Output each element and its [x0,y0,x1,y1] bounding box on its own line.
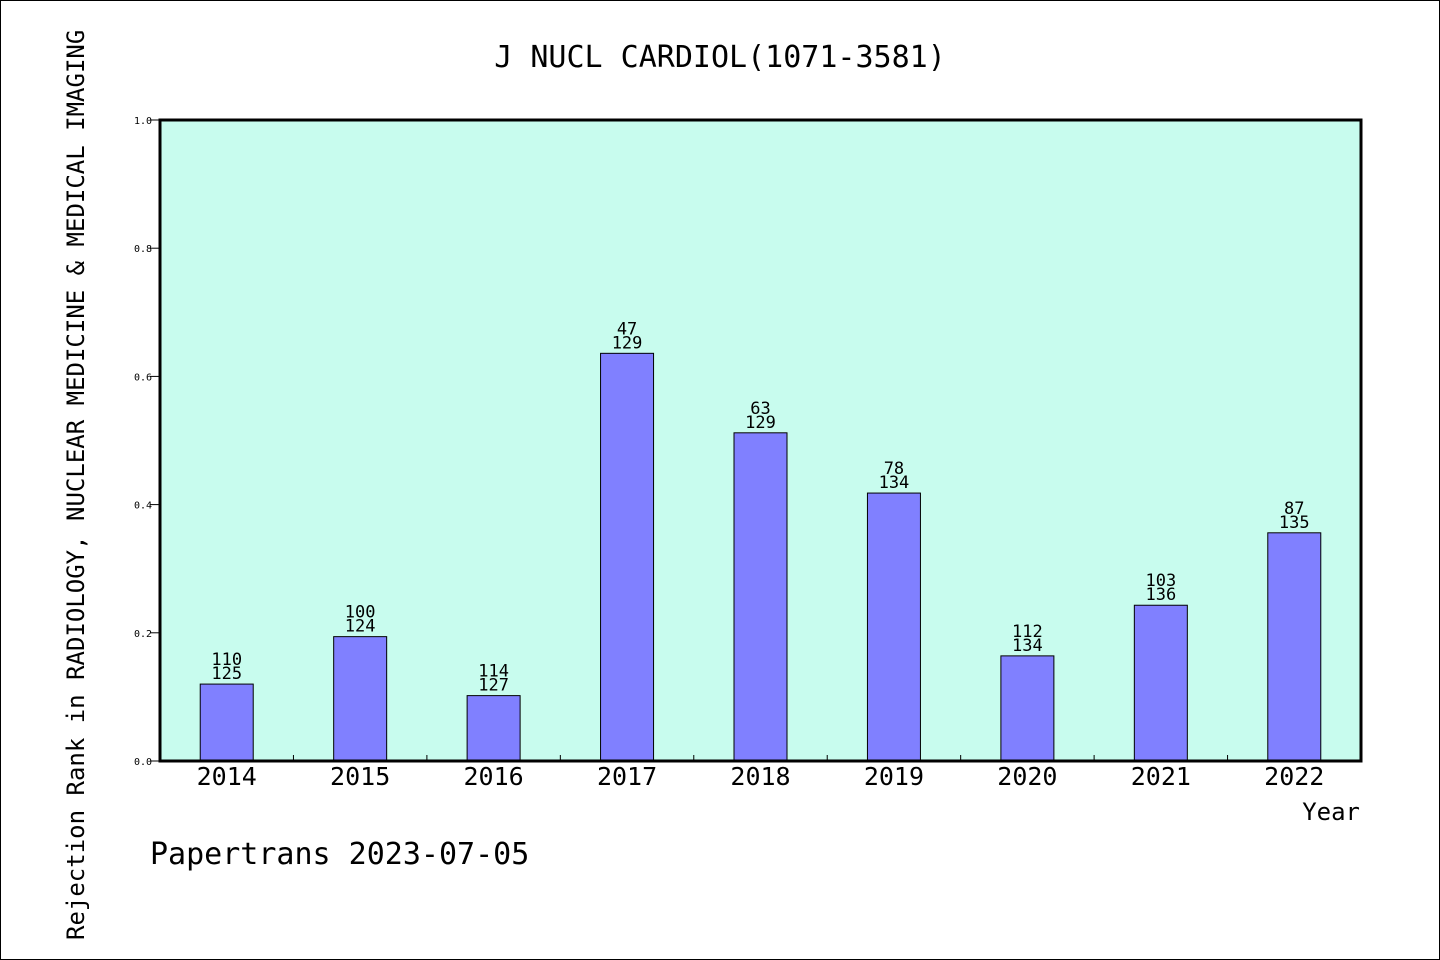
bar-labels-group: 1101251001241141274712963129781341121341… [211,319,1309,695]
x-tick-label-2020: 2020 [997,762,1057,791]
x-tick-label-2019: 2019 [864,762,924,791]
plot-border [158,118,1363,763]
y-tick-label: 1.0 [134,116,152,127]
bar-2019 [866,492,921,762]
footer-credit: Papertrans 2023-07-05 [150,837,529,872]
y-axis-label: Rejection Rank in RADIOLOGY, NUCLEAR MED… [62,30,90,940]
y-tick-label: 0.4 [134,501,152,512]
x-axis: 2014 2015 2016 2017 2018 2019 2020 2021 2022 [197,755,1324,791]
bar-2021 [1133,604,1188,762]
x-tick-label-2018: 2018 [730,762,790,791]
bar-total-label-2021: 136 [1145,585,1176,605]
bar-total-label-2020: 134 [1012,636,1043,656]
bar-2015 [333,636,388,762]
x-tick-label-2016: 2016 [464,762,524,791]
chart-title: J NUCL CARDIOL(1071-3581) [494,40,946,75]
bar-rank-label-2022: 87 [1284,499,1304,519]
bar-total-label-2014: 125 [211,664,242,684]
bar-total-label-2022: 135 [1279,513,1310,533]
bar-total-label-2016: 127 [478,676,509,696]
bar-rank-label-2020: 112 [1012,622,1043,642]
bar-2016 [466,695,521,762]
bar-2014 [199,683,254,762]
bar-2022 [1267,532,1322,762]
x-tick-label-2021: 2021 [1131,762,1191,791]
y-tick-label: 0.2 [134,629,152,640]
bars-group [199,352,1322,762]
bar-2018 [733,432,788,762]
bar-rank-label-2019: 78 [884,459,904,479]
x-tick-label-2014: 2014 [197,762,257,791]
x-tick-label-2022: 2022 [1264,762,1324,791]
bar-total-label-2019: 134 [879,473,910,493]
bar-rank-label-2015: 100 [345,603,376,623]
y-tick-label: 0.6 [134,372,152,383]
bar-rank-label-2016: 114 [478,662,509,682]
bar-2020 [1000,655,1055,762]
bar-2017 [600,352,655,762]
bar-rank-label-2014: 110 [211,650,242,670]
x-tick-label-2017: 2017 [597,762,657,791]
y-tick-label: 0.8 [134,244,152,255]
y-tick-label: 0.0 [134,757,152,768]
x-tick-label-2015: 2015 [330,762,390,791]
bar-total-label-2018: 129 [745,413,776,433]
x-axis-label: Year [1302,798,1360,826]
bar-rank-label-2017: 47 [617,319,637,339]
bar-rank-label-2021: 103 [1145,571,1176,591]
bar-total-label-2015: 124 [345,617,376,637]
y-axis: 0.0 0.2 0.4 0.6 0.8 1.0 [134,116,160,768]
bar-rank-label-2018: 63 [750,399,770,419]
bar-total-label-2017: 129 [612,333,643,353]
